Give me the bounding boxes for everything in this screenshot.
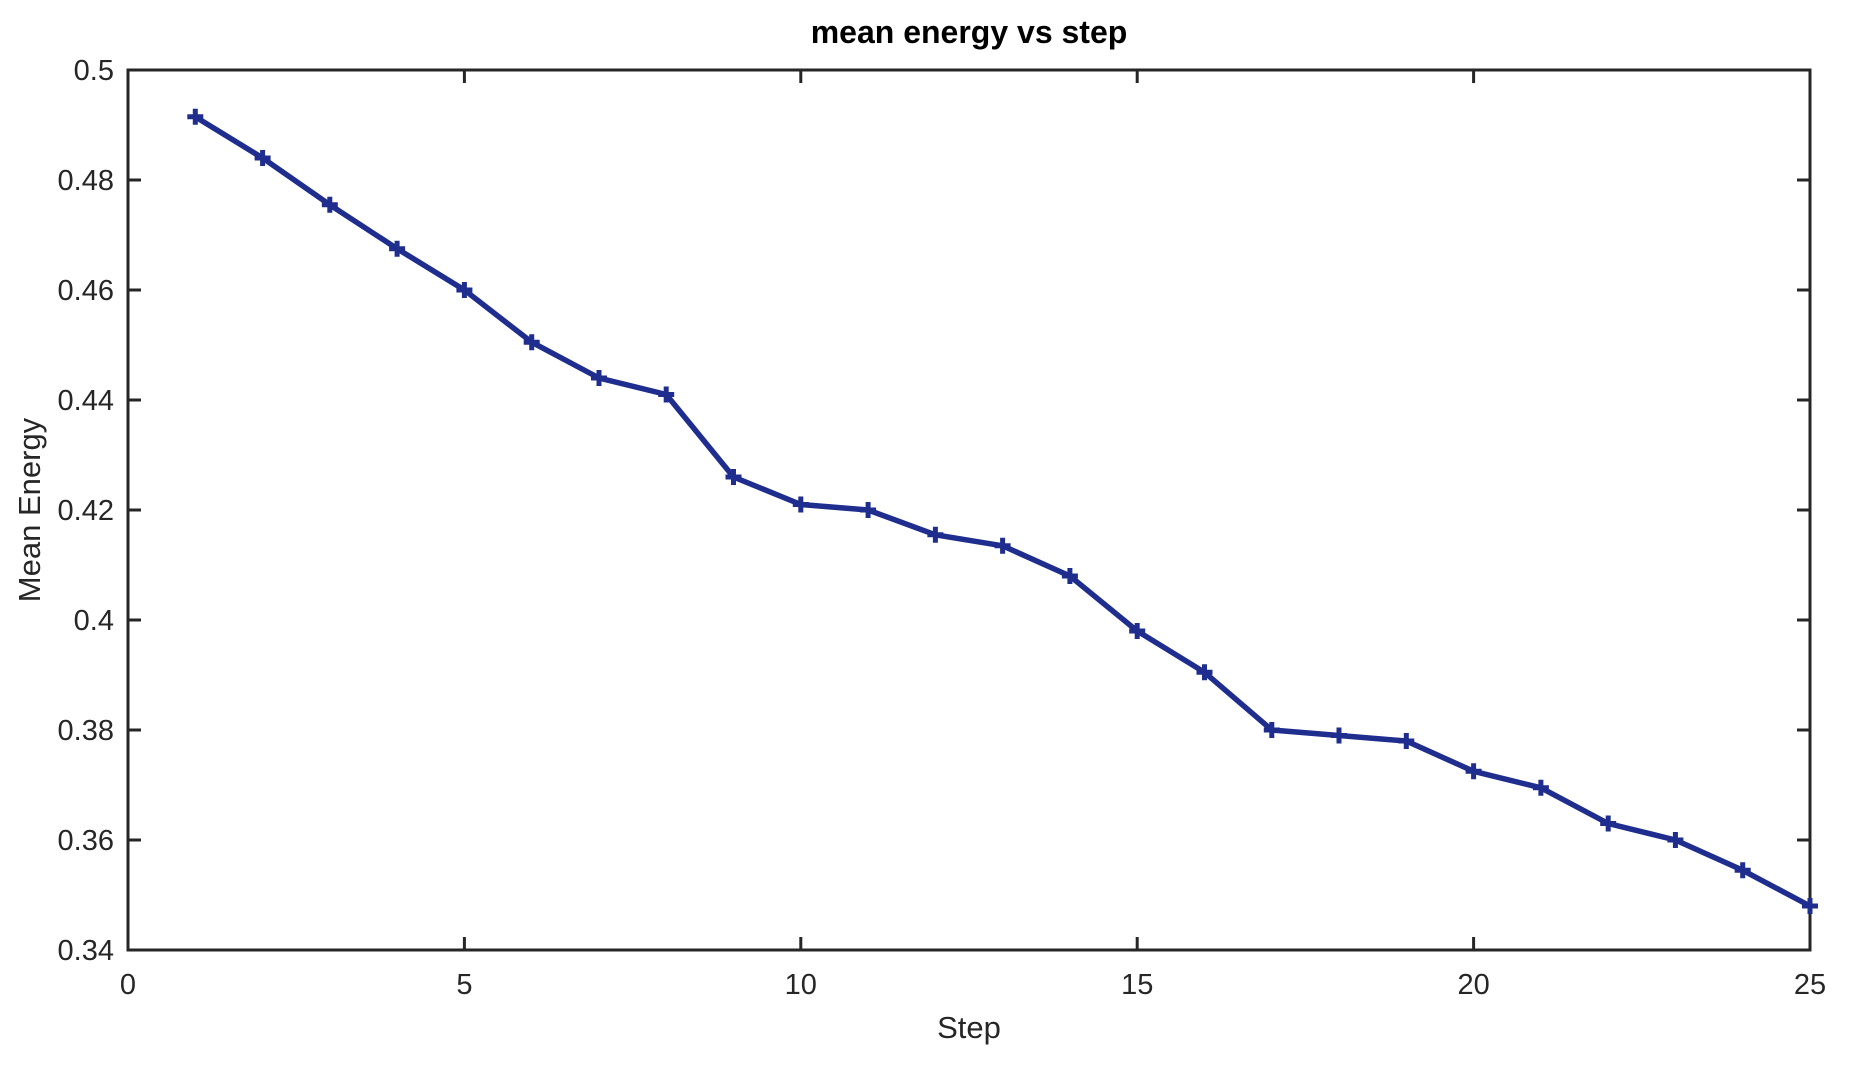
y-tick-label: 0.4 (74, 605, 114, 637)
plot-box (126, 68, 1812, 952)
y-tick-label: 0.36 (58, 825, 114, 857)
y-tick-label: 0.46 (58, 275, 114, 307)
y-tick-label: 0.34 (58, 935, 114, 967)
x-axis-label: Step (937, 1010, 1001, 1045)
x-tick-label: 20 (1457, 969, 1489, 1001)
data-markers (187, 108, 1818, 914)
data-line (192, 114, 1813, 909)
x-tick-label: 25 (1794, 969, 1826, 1001)
x-tick-label: 5 (456, 969, 472, 1001)
y-tick-label: 0.42 (58, 495, 114, 527)
x-tick-label: 0 (120, 969, 136, 1001)
x-tick-label: 15 (1121, 969, 1153, 1001)
y-tick-label: 0.38 (58, 715, 114, 747)
y-tick-label: 0.5 (74, 55, 114, 87)
chart-title: mean energy vs step (810, 14, 1128, 50)
x-tick-label: 10 (785, 969, 817, 1001)
y-axis-label: Mean Energy (12, 417, 47, 603)
y-tick-label: 0.48 (58, 165, 114, 197)
y-tick-label: 0.44 (58, 385, 114, 417)
